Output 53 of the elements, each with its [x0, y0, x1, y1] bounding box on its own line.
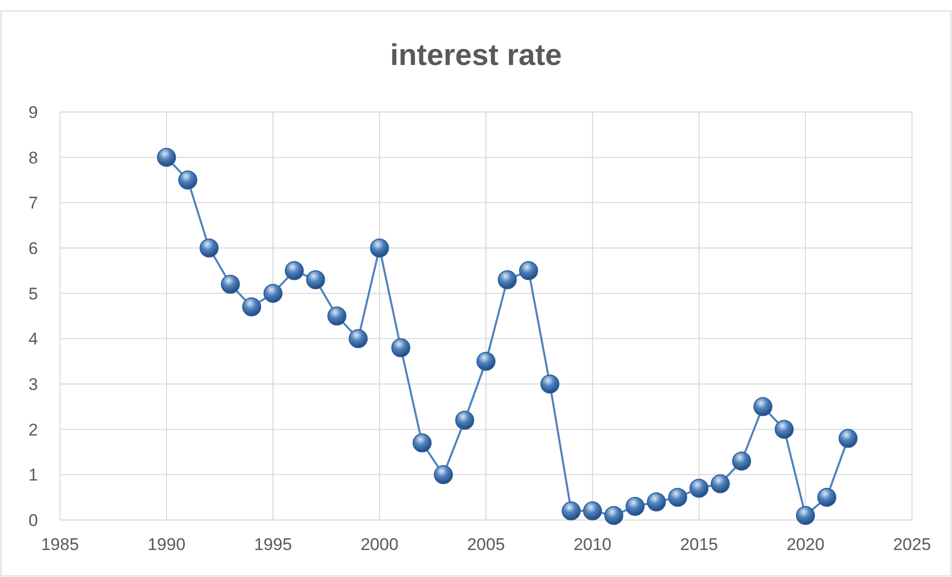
x-tick-label: 1995 [254, 535, 292, 554]
x-tick-label: 2000 [360, 535, 398, 554]
point [583, 501, 602, 520]
chart-title: interest rate [390, 39, 562, 72]
y-tick-label: 0 [28, 510, 38, 530]
point [562, 501, 581, 520]
point [412, 433, 432, 452]
point [348, 329, 368, 348]
y-tick-label: 8 [28, 148, 38, 168]
point [476, 352, 496, 371]
point [604, 506, 624, 525]
point [540, 374, 560, 394]
y-tick-label: 2 [28, 420, 38, 440]
y-tick-label: 5 [28, 284, 38, 304]
y-tick-label: 6 [28, 238, 38, 258]
x-tick-label: 2015 [680, 535, 718, 554]
x-tick-label: 2010 [574, 535, 612, 554]
point [455, 410, 474, 430]
point [370, 238, 389, 258]
point [732, 452, 752, 471]
point [690, 478, 708, 498]
x-tick-label: 2025 [893, 535, 931, 554]
x-tick-label: 2020 [786, 535, 824, 554]
point [817, 488, 836, 507]
y-tick-label: 3 [28, 374, 38, 394]
y-tick-label: 1 [28, 466, 38, 485]
x-tick-label: 2005 [467, 535, 505, 554]
point [220, 274, 240, 294]
y-tick-label: 7 [28, 194, 38, 213]
point [668, 488, 688, 507]
point [796, 506, 815, 525]
point [391, 338, 410, 358]
point [178, 170, 198, 190]
point [774, 420, 794, 439]
point [626, 496, 645, 516]
point [434, 465, 453, 484]
point [519, 261, 538, 280]
point [284, 261, 304, 280]
point [498, 270, 517, 290]
point [264, 284, 282, 303]
x-tick-label: 1985 [41, 535, 79, 554]
point [242, 297, 262, 316]
y-tick-label: 4 [28, 330, 38, 349]
point [753, 397, 772, 416]
x-tick-label: 1990 [148, 535, 186, 554]
point [710, 474, 730, 494]
point [200, 238, 219, 258]
point [327, 306, 346, 326]
point [157, 148, 176, 167]
point [306, 270, 326, 290]
point [838, 428, 858, 448]
y-tick-label: 9 [28, 102, 38, 122]
point [646, 492, 666, 512]
